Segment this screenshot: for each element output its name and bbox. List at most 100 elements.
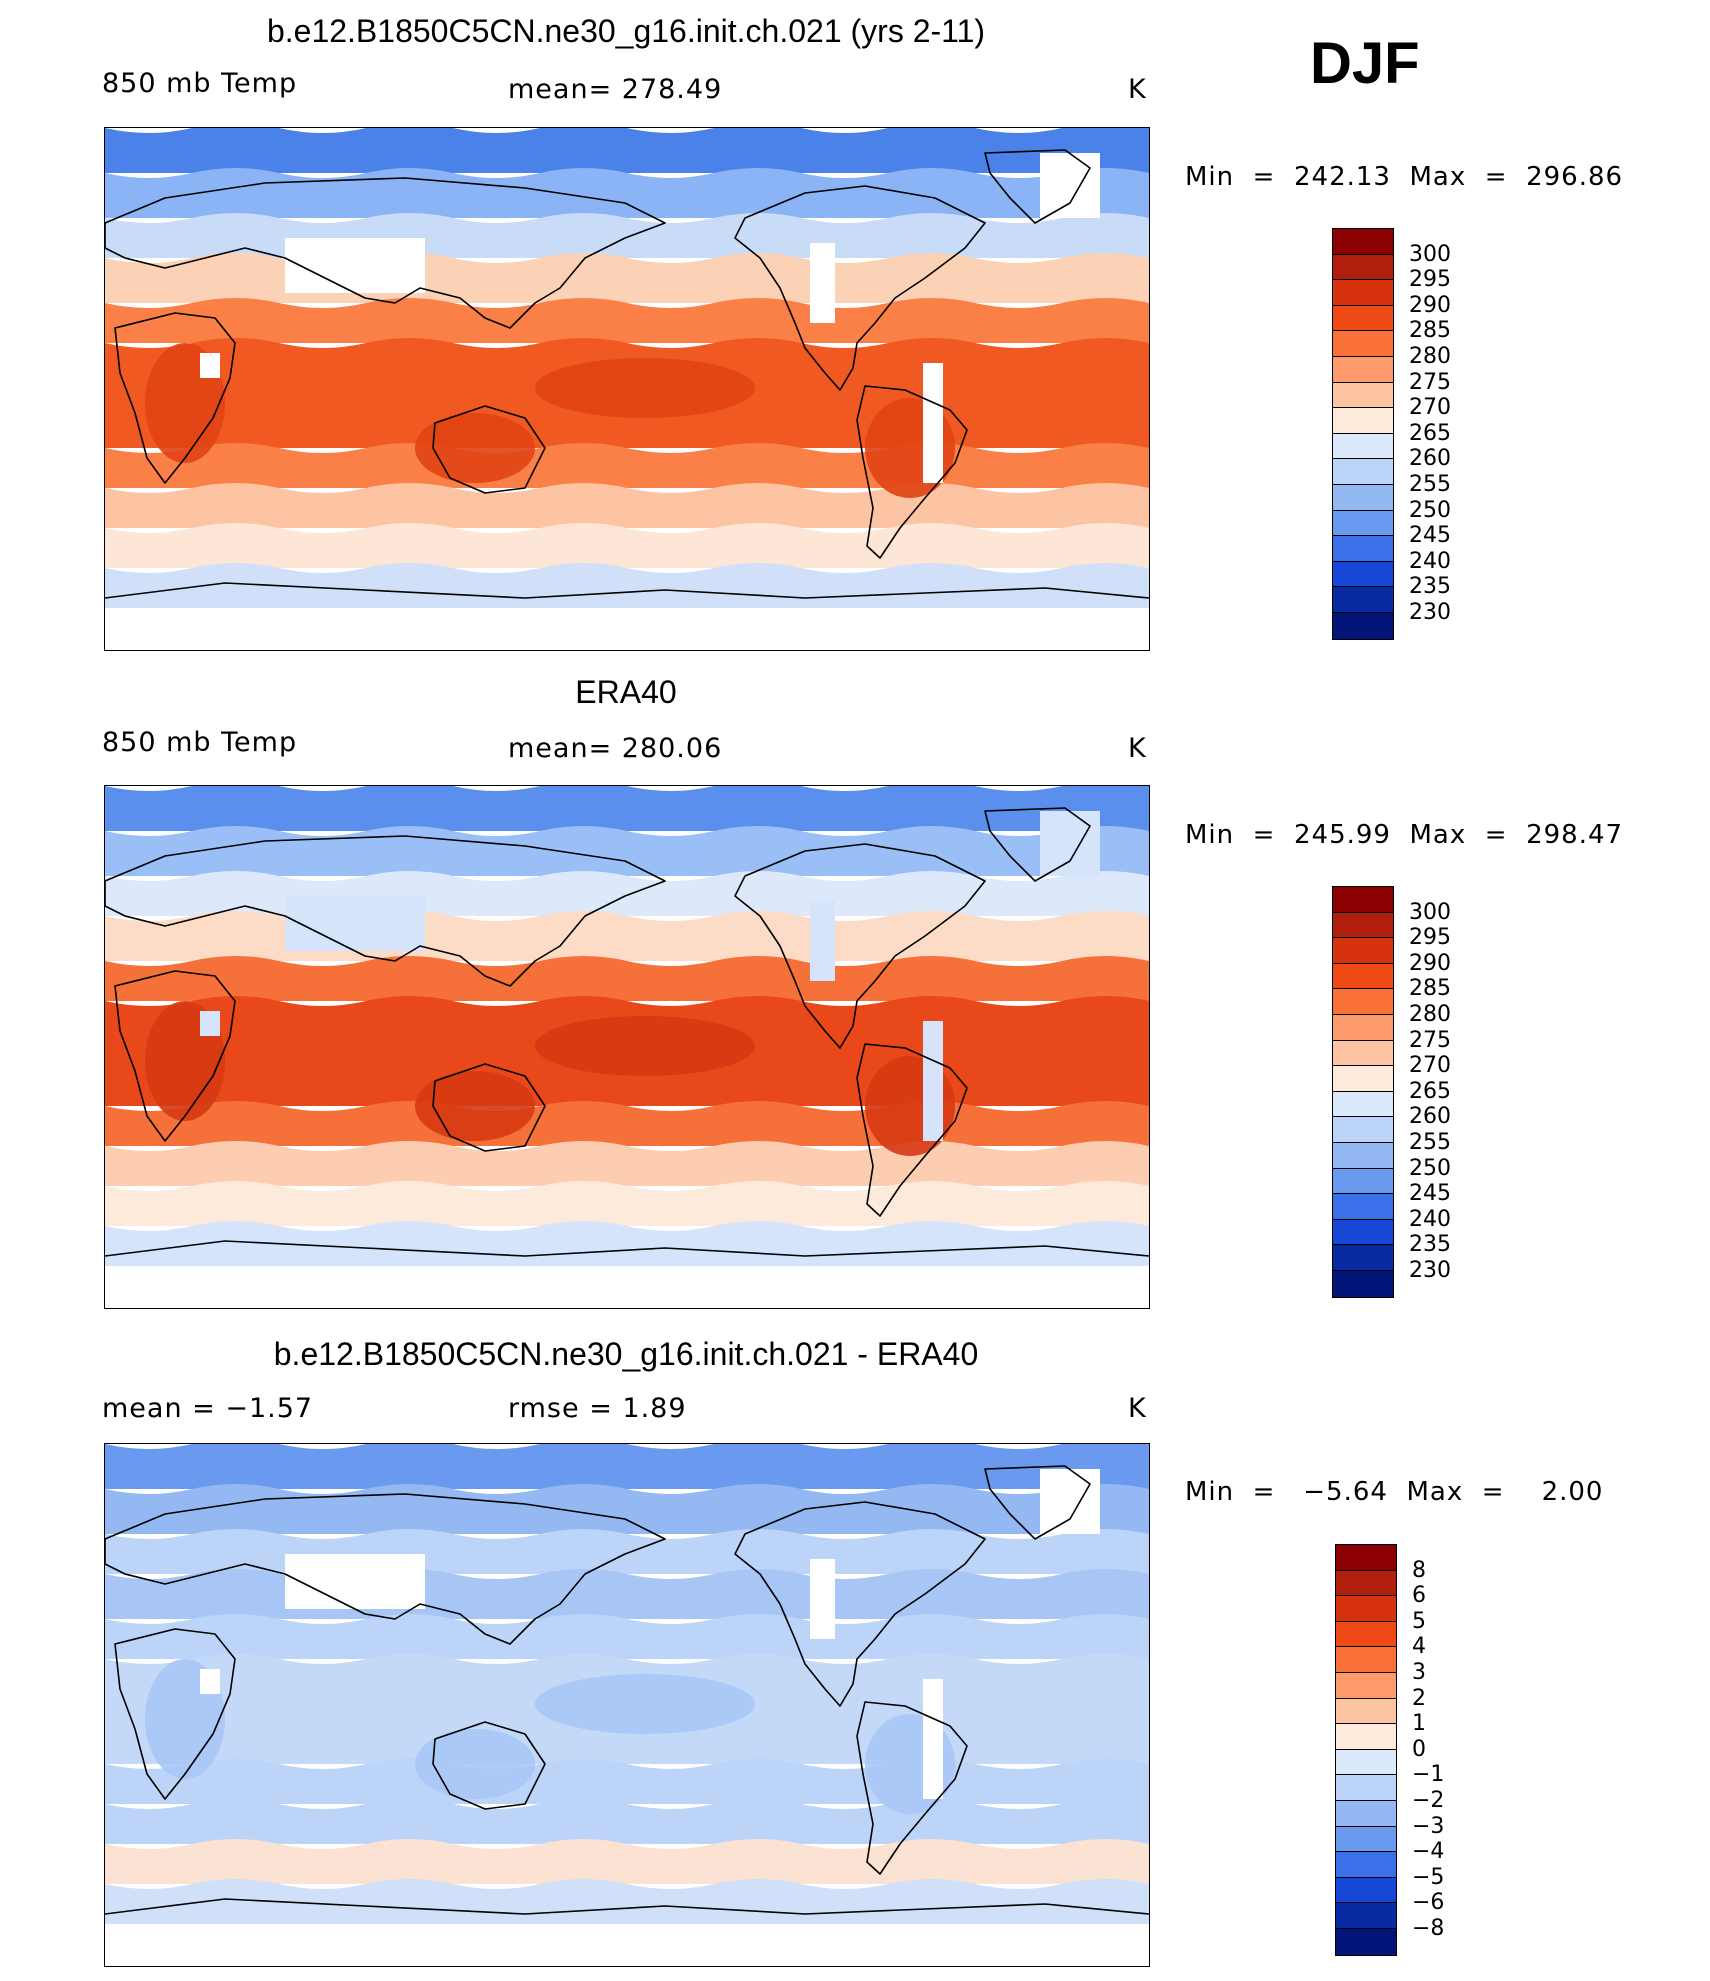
- contour-band: [105, 523, 1149, 568]
- coastline: [734, 185, 986, 391]
- temperature-field: [105, 786, 1149, 1308]
- contour-band: [105, 128, 1149, 173]
- colorbar-tick-label: 245: [1409, 523, 1451, 549]
- coastline: [114, 312, 236, 484]
- colorbar-box: [1333, 1040, 1393, 1067]
- colorbar-tick-label: 8: [1412, 1557, 1426, 1583]
- colorbar-box: [1333, 408, 1393, 434]
- panel-1-units: K: [1128, 74, 1147, 105]
- colorbar-box: [1336, 1570, 1396, 1597]
- colorbar-tick-label: −3: [1412, 1813, 1445, 1839]
- contour-band: [105, 213, 1149, 258]
- colorbar-box: [1336, 1724, 1396, 1750]
- panel-1-mean-label: mean= 278.49: [508, 74, 723, 105]
- coastline: [114, 970, 236, 1142]
- colorbar-box: [1336, 1749, 1396, 1776]
- contour-band: [105, 608, 1149, 650]
- colorbar-tick-label: 275: [1409, 1027, 1451, 1053]
- colorbar-tick-label: 280: [1409, 344, 1451, 369]
- colorbar-tick-label: 250: [1409, 1155, 1451, 1181]
- colorbar-box: [1333, 1270, 1393, 1297]
- panel-3-rmse-label: rmse = 1.89: [508, 1393, 687, 1424]
- coastline: [984, 807, 1091, 882]
- colorbar-box: [1336, 1928, 1396, 1955]
- colorbar-tick-label: 230: [1409, 600, 1451, 625]
- contour-band: [105, 298, 1149, 343]
- colorbar-tick-label: 265: [1409, 1078, 1451, 1104]
- coastline: [114, 1628, 236, 1800]
- colorbar-box: [1333, 356, 1393, 383]
- colorbar-box: [1333, 1194, 1393, 1220]
- coastline: [105, 582, 1149, 599]
- panel-3-title: b.e12.B1850C5CN.ne30_g16.init.ch.021 - E…: [273, 1336, 979, 1372]
- contour-band: [105, 1484, 1149, 1534]
- colorbar-box: [1336, 1852, 1396, 1878]
- colorbar-tick-label: 3: [1412, 1660, 1426, 1685]
- contour-band: [105, 563, 1149, 608]
- contour-band: [105, 826, 1149, 876]
- colorbar-box: [1336, 1698, 1396, 1725]
- contour-band: [105, 1529, 1149, 1574]
- colorbar-box: [1333, 510, 1393, 537]
- contour-band: [535, 1016, 755, 1076]
- coastline: [856, 385, 968, 559]
- colorbar-box: [1333, 938, 1393, 964]
- colorbar-tick-label: 290: [1409, 292, 1451, 318]
- colorbar-box: [1333, 1066, 1393, 1092]
- coastline: [856, 1701, 968, 1875]
- contour-band: [105, 1799, 1149, 1844]
- colorbar-box: [1333, 887, 1393, 913]
- colorbar-box: [1333, 536, 1393, 562]
- colorbar-tick-label: 290: [1409, 950, 1451, 976]
- colorbar-tick-label: 260: [1409, 1104, 1451, 1130]
- colorbar-tick-label: 240: [1409, 1206, 1451, 1232]
- colorbar-box: [1333, 1117, 1393, 1143]
- colorbar-tick-label: 240: [1409, 548, 1451, 574]
- missing-data-mask: [923, 1679, 943, 1799]
- contour-band: [105, 956, 1149, 1001]
- panel-2-field-label: 850 mb Temp: [102, 727, 298, 758]
- missing-data-mask: [285, 896, 425, 951]
- panel-3-map: [104, 1443, 1150, 1967]
- colorbar-box: [1333, 484, 1393, 511]
- colorbar-tick-label: −1: [1412, 1762, 1445, 1788]
- missing-data-mask: [200, 1011, 220, 1036]
- coastline: [856, 1043, 968, 1217]
- colorbar-tick-label: −8: [1412, 1916, 1445, 1941]
- colorbar-box: [1333, 382, 1393, 409]
- colorbar-box: [1333, 1219, 1393, 1246]
- colorbar-box: [1336, 1903, 1396, 1929]
- colorbar-box: [1336, 1877, 1396, 1904]
- panel-1-field-label: 850 mb Temp: [102, 68, 298, 99]
- contour-band: [105, 911, 1149, 961]
- colorbar-tick-label: 270: [1409, 1053, 1451, 1079]
- panel-2-mean-label: mean= 280.06: [508, 733, 723, 764]
- panel-2-colorbar: [1332, 886, 1394, 1298]
- missing-data-mask: [285, 238, 425, 293]
- contour-band: [535, 1674, 755, 1734]
- contour-band: [415, 1729, 535, 1799]
- temperature-field: [105, 1444, 1149, 1966]
- contour-band: [105, 443, 1149, 488]
- panel-1-map: [104, 127, 1150, 651]
- missing-data-mask: [1040, 811, 1100, 876]
- coastline: [105, 1493, 666, 1645]
- panel-1-colorbar: [1332, 228, 1394, 640]
- missing-data-mask: [200, 1669, 220, 1694]
- colorbar-box: [1336, 1647, 1396, 1673]
- colorbar-tick-label: 235: [1409, 574, 1451, 600]
- colorbar-tick-label: 0: [1412, 1736, 1426, 1762]
- contour-band: [105, 1879, 1149, 1924]
- colorbar-tick-label: −5: [1412, 1864, 1445, 1890]
- coastline: [105, 1898, 1149, 1915]
- season-label: DJF: [1310, 31, 1420, 96]
- colorbar-tick-label: 295: [1409, 267, 1451, 293]
- contour-band: [535, 358, 755, 418]
- contour-band: [415, 1071, 535, 1141]
- colorbar-tick-label: 300: [1409, 241, 1451, 267]
- contour-band: [105, 1839, 1149, 1884]
- colorbar-box: [1333, 331, 1393, 357]
- coastline: [734, 843, 986, 1049]
- colorbar-box: [1333, 229, 1393, 255]
- missing-data-mask: [810, 1559, 835, 1639]
